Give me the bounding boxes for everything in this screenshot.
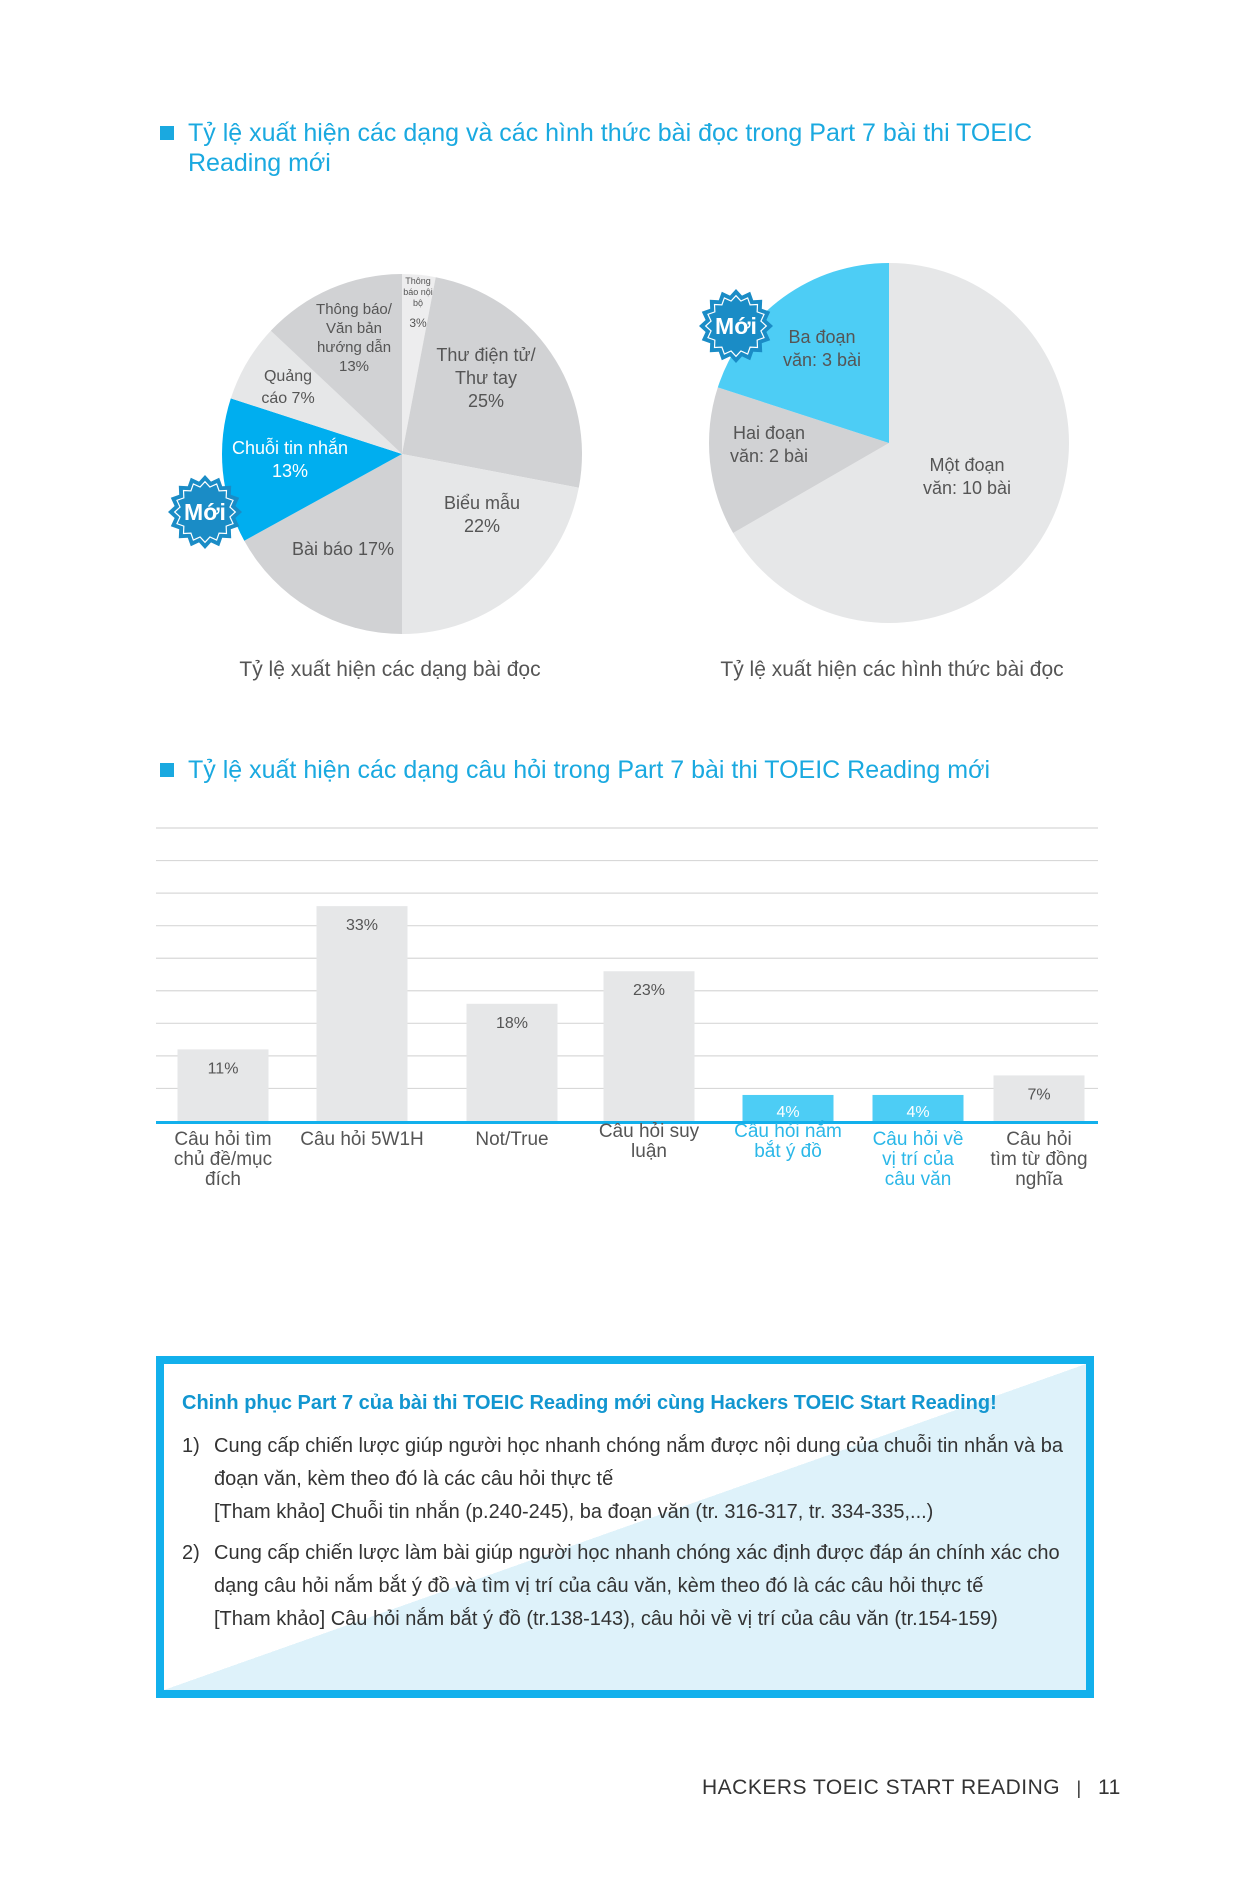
starburst-shape [168,475,242,549]
info-box-heading: Chinh phục Part 7 của bài thi TOEIC Read… [182,1392,997,1414]
pie2-label-single: Một đoạn văn: 10 bài [922,455,1012,498]
info-item-2: 2) Cung cấp chiến lược làm bài giúp ngườ… [182,1542,1060,1630]
pie1-label-ad: Quảng cáo 7% [261,368,315,407]
pie-slice [402,277,582,488]
square-bullet-icon [160,126,174,140]
bar-data-label: 4% [776,1104,799,1121]
pie1-label-email: Thư điện tử/ Thư tay 25% [436,345,536,411]
pie-slice [717,263,889,443]
bar [177,1049,269,1121]
category-label: Câu hỏi tìm chủ đề/mục đích [173,1129,273,1190]
bar-data-label: 33% [346,917,378,934]
starburst-outline [173,480,237,544]
bar [742,1094,834,1121]
category-label: Câu hỏi suy luận [598,1121,700,1162]
info-item-1: 1) Cung cấp chiến lược giúp người học nh… [182,1435,1063,1523]
starburst-outline [704,294,768,358]
category-label: Câu hỏi tìm từ đồng nghĩa [990,1129,1088,1190]
bar [316,906,408,1121]
pie-chart-reading-types [222,274,582,634]
starburst-icon [168,475,242,549]
bar-data-label: 18% [496,1015,528,1032]
pie1-label-form: Biểu mẫu 22% [443,493,521,536]
pie-chart-reading-formats [709,263,1070,624]
pie-slice [402,454,579,634]
category-label: Câu hỏi về vị trí của câu văn [872,1129,964,1190]
pie1-label-article: Bài báo 17% [291,539,395,559]
pie1-label-notice: Thông báo/ Văn bản hướng dẫn 13% [316,301,392,375]
pie-slice [222,398,402,541]
page-number: 11 [1098,1776,1121,1799]
bar [466,1003,558,1121]
bar [603,971,695,1121]
starburst-icon [699,289,773,363]
bar [993,1075,1085,1121]
pie2-caption: Tỷ lệ xuất hiện các hình thức bài đọc [720,658,1064,681]
pie1-pct-internal-notice: 3% [409,316,427,330]
pie-slice [402,274,436,454]
square-bullet-icon [160,763,174,777]
info-box: Chinh phục Part 7 của bài thi TOEIC Read… [156,1356,1094,1698]
category-label: Câu hỏi nắm bắt ý đồ [734,1121,842,1162]
pie2-label-double: Hai đoạn văn: 2 bài [729,423,809,466]
pie1-label-internal-notice: Thông báo nội bộ [403,276,433,308]
bar-data-label: 4% [906,1104,929,1121]
new-badge: Mới [168,475,242,549]
page-footer: HACKERS TOEIC START READING | 11 [702,1776,1121,1799]
pie-slice [709,387,889,533]
pie1-caption: Tỷ lệ xuất hiện các dạng bài đọc [239,658,541,681]
pie2-label-triple: Ba đoạn văn: 3 bài [782,327,862,370]
bar-data-label: 7% [1027,1086,1050,1103]
section-title-reading-types: Tỷ lệ xuất hiện các dạng và các hình thứ… [160,118,1088,178]
pie-slice [244,454,402,634]
category-label: Câu hỏi 5W1H [300,1129,424,1150]
pie1-label-text-chain: Chuỗi tin nhắn 13% [231,438,349,481]
starburst-shape [699,289,773,363]
pie-slice [230,330,402,454]
bar-chart-question-types: 11% 33% 18% 23% 4% 4% 7% [156,827,1098,1124]
category-label: Not/True [475,1129,549,1150]
pie-slice [733,263,1070,624]
book-title: HACKERS TOEIC START READING [702,1776,1061,1799]
pie-slice [270,274,402,454]
new-badge: Mới [699,289,773,363]
bar [872,1094,964,1121]
bar-data-label: 11% [208,1060,239,1077]
section-title-question-types: Tỷ lệ xuất hiện các dạng câu hỏi trong P… [160,755,1188,785]
bar-data-label: 23% [633,982,665,999]
